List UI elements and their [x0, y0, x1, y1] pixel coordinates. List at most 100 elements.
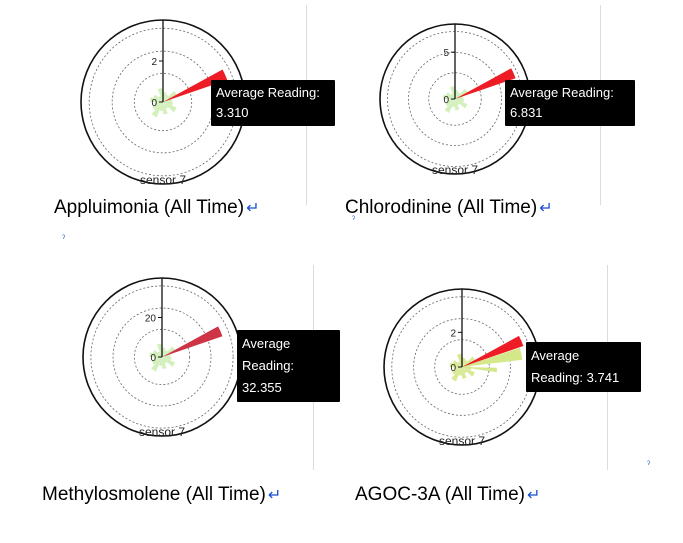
tick-label: 2 — [151, 57, 157, 68]
data-wedge — [162, 357, 172, 361]
data-wedge — [455, 90, 459, 99]
chart-caption: AGOC-3A (All Time) ↵ — [355, 484, 540, 506]
data-wedge — [158, 357, 162, 366]
tooltip-label: Average — [531, 348, 580, 363]
data-wedge — [149, 97, 163, 102]
data-wedge — [454, 367, 462, 370]
data-wedge — [452, 359, 462, 367]
caption-text: AGOC-3A (All Time) — [355, 484, 525, 505]
data-wedge — [162, 357, 167, 369]
tick-label: 0 — [443, 95, 449, 106]
data-wedge — [451, 367, 462, 382]
highlight-wedge — [163, 69, 228, 102]
data-wedge — [450, 93, 455, 99]
data-wedge — [450, 86, 455, 99]
sensor-label: sensor 7 — [439, 434, 485, 448]
tooltip-label: Average Reading: — [216, 85, 320, 100]
polar-chart: 0 20 sensor 7 — [82, 277, 242, 439]
data-wedge — [152, 102, 163, 111]
tick-label: 20 — [145, 314, 157, 325]
data-wedge — [158, 95, 163, 102]
grid-ring — [408, 52, 502, 146]
tooltip-label-line2: Reading: 3.741 — [531, 370, 620, 385]
grid-ring — [428, 72, 482, 126]
data-wedge — [162, 357, 176, 367]
highlight-wedge — [162, 326, 223, 357]
data-wedge — [444, 99, 455, 113]
data-wedge — [163, 102, 173, 106]
tooltip-label: Average — [242, 336, 291, 351]
return-icon: ↵ — [539, 200, 553, 217]
data-wedge — [159, 102, 163, 112]
data-wedge — [455, 99, 460, 111]
data-wedge — [455, 92, 461, 99]
data-wedge — [154, 357, 162, 361]
data-wedge — [152, 349, 162, 357]
data-wedge — [449, 362, 462, 367]
grid-ring — [133, 72, 193, 132]
data-wedge — [151, 357, 162, 372]
tooltip-value: 6.831 — [510, 105, 543, 120]
sensor-label: sensor 7 — [140, 173, 186, 187]
grid-ring — [133, 328, 191, 386]
data-wedge — [162, 357, 168, 364]
sensor-label: sensor 7 — [432, 163, 478, 177]
paragraph-mark-icon: ˀ — [62, 233, 66, 243]
data-wedge — [163, 102, 168, 115]
data-wedge — [462, 347, 523, 367]
tooltip-value: 32.355 — [242, 380, 282, 395]
data-wedge — [457, 361, 462, 367]
data-wedge — [462, 359, 468, 367]
data-wedge — [455, 99, 464, 103]
chart-panel-agoc-3a: 0 2 sensor 7 Average Reading: 3.741 — [0, 260, 683, 460]
tooltip: Average Reading: 3.741 — [526, 342, 641, 392]
data-wedge — [157, 351, 162, 357]
tick-label: 2 — [450, 328, 456, 339]
highlight-wedge — [455, 68, 516, 99]
data-wedge — [151, 102, 163, 118]
tick-label: 0 — [151, 98, 157, 109]
caption-text: Methylosmolene (All Time) — [42, 484, 266, 505]
grid-ring — [90, 285, 234, 429]
data-wedge — [451, 99, 455, 108]
paragraph-mark-icon: ˀ — [647, 459, 651, 469]
caption-text: Appluimonia (All Time) — [54, 197, 245, 218]
highlight-wedge — [462, 335, 524, 367]
chart-caption: Methylosmolene (All Time) ↵ — [42, 484, 281, 506]
tick-label: 0 — [450, 363, 456, 374]
return-icon: ↵ — [267, 487, 282, 504]
chart-caption: Chlorodinine (All Time) ↵ — [345, 197, 553, 219]
data-wedge — [163, 94, 169, 102]
sensor-label: sensor 7 — [139, 425, 185, 439]
polar-chart: 0 2 sensor 7 — [383, 288, 541, 448]
data-wedge — [157, 88, 163, 102]
data-wedge — [462, 356, 476, 367]
data-wedge — [151, 357, 162, 365]
chart-panel-appluimonia: 0 2 sensor 7 Average Reading: 3.310 — [0, 0, 340, 235]
paragraph-mark-icon: ˀ — [352, 214, 356, 224]
polar-chart: 0 5 sensor 7 — [379, 23, 531, 177]
data-wedge — [462, 367, 498, 373]
data-wedge — [154, 102, 163, 106]
data-wedge — [163, 102, 177, 113]
data-wedge — [455, 88, 469, 99]
data-wedge — [162, 349, 168, 357]
return-icon: ↵ — [526, 487, 541, 504]
data-wedge — [455, 99, 468, 109]
chart-caption: Appluimonia (All Time) ↵ — [54, 197, 259, 219]
data-wedge — [456, 353, 462, 367]
data-wedge — [462, 357, 466, 367]
grid-ring — [413, 318, 511, 416]
data-wedge — [443, 94, 455, 99]
tick-label: 5 — [443, 48, 449, 59]
data-wedge — [451, 367, 462, 375]
chart-panel-chlorodinine: 0 5 sensor 7 Average Reading: 6.831 — [0, 0, 683, 235]
tick-label: 0 — [150, 353, 156, 364]
tooltip: Average Reading: 32.355 — [237, 330, 340, 402]
chart-panel-methylosmolene: 0 20 sensor 7 Average Reading: 32.355 — [0, 260, 683, 460]
data-wedge — [163, 92, 167, 102]
data-wedge — [458, 367, 462, 376]
grid-ring — [112, 307, 212, 407]
tooltip-label-line2: Reading: — [242, 358, 295, 373]
data-wedge — [162, 347, 166, 357]
